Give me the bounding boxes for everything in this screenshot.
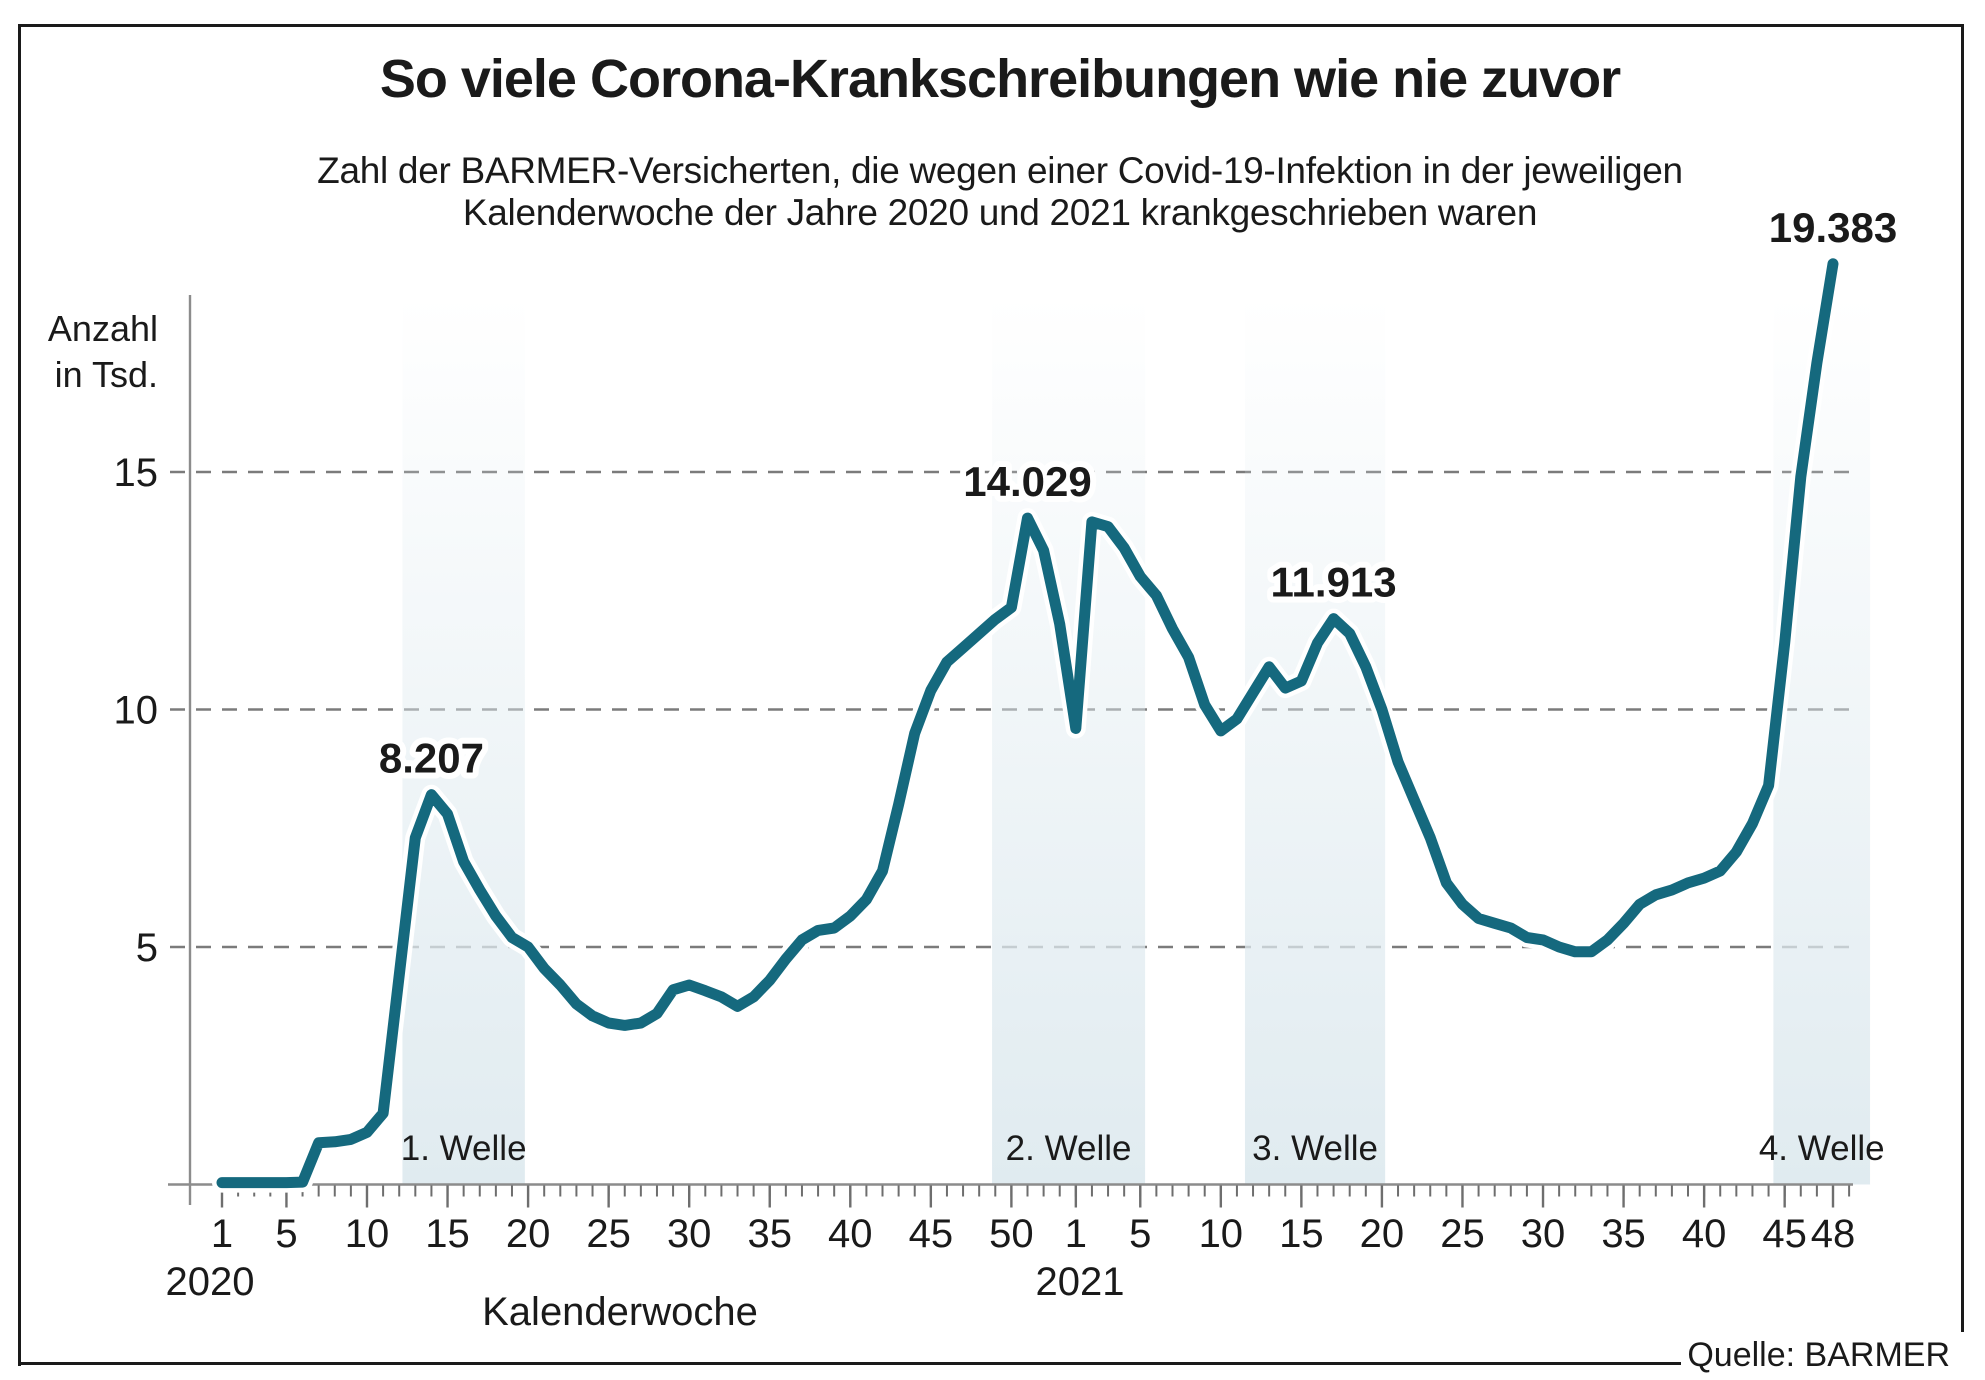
- x-tick-label-10: 10: [345, 1212, 390, 1256]
- y-axis-label-line2: in Tsd.: [54, 354, 158, 395]
- x-tick-label-98: 45: [1762, 1212, 1807, 1256]
- x-tick-label-88: 35: [1601, 1212, 1646, 1256]
- x-tick-label-58: 5: [1129, 1212, 1151, 1256]
- annotation-1: 8.207: [379, 735, 484, 782]
- wave-label-3: 3. Welle: [1252, 1129, 1378, 1168]
- y-axis-label: Anzahl in Tsd.: [0, 306, 158, 398]
- x-axis-year-2020: 2020: [165, 1260, 255, 1304]
- chart-subtitle-line1: Zahl der BARMER-Versicherten, die wegen …: [317, 150, 1683, 191]
- x-tick-label-1: 1: [211, 1212, 233, 1256]
- frame-left: [18, 24, 21, 1366]
- x-tick-label-73: 20: [1360, 1212, 1405, 1256]
- wave-label-2: 2. Welle: [1006, 1129, 1132, 1168]
- x-tick-label-63: 10: [1199, 1212, 1244, 1256]
- wave-label-1: 1. Welle: [401, 1129, 527, 1168]
- x-tick-label-68: 15: [1279, 1212, 1324, 1256]
- y-tick-label-5: 5: [136, 926, 158, 970]
- chart-subtitle: Zahl der BARMER-Versicherten, die wegen …: [317, 150, 1683, 234]
- x-tick-label-20: 20: [506, 1212, 551, 1256]
- x-tick-label-30: 30: [667, 1212, 712, 1256]
- data-line: [216, 258, 1839, 1189]
- x-tick-label-78: 25: [1440, 1212, 1485, 1256]
- x-tick-label-50: 50: [989, 1212, 1034, 1256]
- x-axis-title: Kalenderwoche: [482, 1290, 758, 1334]
- frame-right: [1961, 24, 1964, 1332]
- wave-band-1: [402, 296, 525, 1185]
- x-tick-label-101: 48: [1811, 1212, 1856, 1256]
- y-tick-label-15: 15: [114, 451, 159, 495]
- x-tick-label-25: 25: [586, 1212, 631, 1256]
- annotation-3: 11.913: [1271, 559, 1397, 606]
- frame-top: [18, 24, 1964, 27]
- source-note: Quelle: BARMER: [1681, 1336, 1956, 1375]
- x-tick-label-93: 40: [1682, 1212, 1727, 1256]
- y-tick-label-10: 10: [114, 689, 159, 733]
- chart-title: So viele Corona-Krankschreibungen wie ni…: [379, 49, 1621, 109]
- y-axis-label-line1: Anzahl: [47, 308, 158, 349]
- x-tick-label-45: 45: [909, 1212, 954, 1256]
- wave-band-4: [1773, 296, 1871, 1185]
- x-tick-label-54: 1: [1065, 1212, 1087, 1256]
- wave-band-2: [992, 296, 1146, 1185]
- x-tick-label-40: 40: [828, 1212, 873, 1256]
- frame-bottom: [18, 1362, 1718, 1365]
- annotation-4: 19.383: [1769, 204, 1897, 251]
- x-tick-label-35: 35: [747, 1212, 792, 1256]
- x-tick-label-15: 15: [425, 1212, 470, 1256]
- x-tick-label-5: 5: [275, 1212, 297, 1256]
- wave-band-3: [1244, 296, 1386, 1185]
- x-axis-ticks: [220, 1185, 1851, 1208]
- chart-subtitle-line2: Kalenderwoche der Jahre 2020 und 2021 kr…: [462, 192, 1538, 233]
- x-axis-year-2021: 2021: [1035, 1260, 1125, 1304]
- annotation-2: 14.029: [963, 458, 1091, 505]
- x-tick-label-83: 30: [1521, 1212, 1566, 1256]
- wave-label-4: 4. Welle: [1759, 1129, 1885, 1168]
